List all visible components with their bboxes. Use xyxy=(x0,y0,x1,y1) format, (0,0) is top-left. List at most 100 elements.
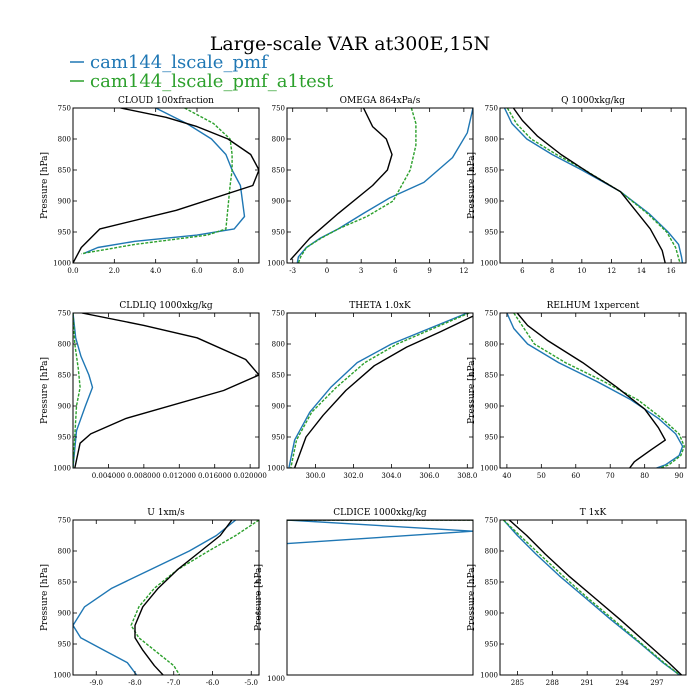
panel-4-xtick-label-2: 0.008000 xyxy=(127,472,160,480)
panel-3-ytick-label-1: 750 xyxy=(485,105,498,113)
panel-9-frame xyxy=(499,519,687,676)
panel-7-series-2 xyxy=(130,520,259,675)
panel-6-ytick-label-3: 850 xyxy=(485,372,498,380)
panel-6-xtick-label-6: 90 xyxy=(675,472,684,480)
panel-5-series-3 xyxy=(293,315,473,468)
panel-7-xtick-label-5: -5.0 xyxy=(245,679,259,687)
panel-7-ytick-label-1: 750 xyxy=(58,517,71,525)
panel-4-ytick-label-1: 750 xyxy=(58,310,71,318)
panel-9-xtick-label-2: 288 xyxy=(546,679,559,687)
panel-2-ytick-label-3: 850 xyxy=(272,167,285,175)
panel-3-xtick-label-1: 6 xyxy=(520,267,525,275)
panel-6-series-group xyxy=(506,313,685,468)
panel-4-series-group xyxy=(73,313,259,468)
panel-7: U 1xm/s Pressure [hPa] 750 800 850 900 950 1000… xyxy=(40,508,260,687)
panel-6-xtick-label-3: 60 xyxy=(571,472,580,480)
panel-4-ytick-label-3: 850 xyxy=(58,372,71,380)
panel-5-xtick-label-1: 300.0 xyxy=(305,472,325,480)
panel-2-series-1 xyxy=(296,108,473,263)
panel-8-ylabel: Pressure [hPa] xyxy=(254,564,264,631)
panel-9-title: T 1xK xyxy=(580,508,607,518)
panel-4-ylabel: Pressure [hPa] xyxy=(40,357,50,424)
panel-3-xtick-label-4: 12 xyxy=(607,267,616,275)
panel-3-ytick-label-5: 950 xyxy=(485,229,498,237)
panel-4-title: CLDLIQ 1000xkg/kg xyxy=(119,301,213,311)
panel-2-xtick-label-5: 9 xyxy=(427,267,431,275)
panel-5-xtick-label-5: 308.0 xyxy=(457,472,477,480)
panel-7-series-group xyxy=(73,520,259,675)
panel-9-series-group xyxy=(502,520,683,675)
panel-3: Q 1000xkg/kg Pressure [hPa] 750 800 850 900 95… xyxy=(467,96,687,275)
panel-5-frame xyxy=(286,312,474,469)
panel-2: OMEGA 864xPa/s 750 800 850 900 950 1000 -3 0 3 6 9 1… xyxy=(267,96,474,275)
legend-label-1: cam144_lscale_pmf xyxy=(90,52,269,73)
panel-1-xtick-label-5: 8.0 xyxy=(233,267,244,275)
panel-3-frame xyxy=(499,107,687,264)
panel-8-frame xyxy=(286,519,474,676)
panel-5-ytick-label-3: 850 xyxy=(272,372,285,380)
panel-5-series-1 xyxy=(288,313,468,468)
panel-6-series-1 xyxy=(506,313,684,468)
panel-2-ytick-label-6: 1000 xyxy=(267,260,285,268)
panel-6-xtick-label-4: 70 xyxy=(606,472,615,480)
panel-6-xtick-label-5: 80 xyxy=(640,472,649,480)
panel-6-series-3 xyxy=(516,313,666,468)
panel-3-ylabel: Pressure [hPa] xyxy=(467,152,477,219)
panel-6-ytick-label-2: 800 xyxy=(485,341,498,349)
panel-6-xtick-label-1: 40 xyxy=(502,472,511,480)
panel-7-ylabel: Pressure [hPa] xyxy=(40,564,50,631)
panel-4-frame xyxy=(72,312,260,469)
panel-1-xtick-label-4: 6.0 xyxy=(191,267,202,275)
panel-9-ytick-label-2: 800 xyxy=(485,548,498,556)
panel-5-xtick-label-2: 302.0 xyxy=(343,472,363,480)
panel-9-series-3 xyxy=(508,520,683,675)
panel-7-ytick-label-2: 800 xyxy=(58,548,71,556)
panel-4-xtick-label-5: 0.020000 xyxy=(233,472,266,480)
panel-3-ytick-label-2: 800 xyxy=(485,136,498,144)
panel-9-series-2 xyxy=(503,520,681,675)
panel-6-xtick-label-2: 50 xyxy=(537,472,546,480)
panel-7-title: U 1xm/s xyxy=(147,508,185,518)
panel-2-xtick-label-4: 6 xyxy=(393,267,398,275)
panel-9-xtick-label-4: 294 xyxy=(615,679,629,687)
panel-8-series-group xyxy=(287,520,473,545)
panel-9-ytick-label-1: 750 xyxy=(485,517,498,525)
panel-6-ytick-label-4: 900 xyxy=(485,403,498,411)
panel-4-series-2 xyxy=(73,313,81,468)
panel-5-xtick-label-4: 306.0 xyxy=(419,472,439,480)
panel-5-title: THETA 1.0xK xyxy=(349,301,411,311)
panel-1-xtick-label-2: 2.0 xyxy=(109,267,120,275)
panel-3-ytick-label-4: 900 xyxy=(485,198,498,206)
panel-1-ytick-label-2: 800 xyxy=(58,136,71,144)
panel-5-ytick-label-5: 950 xyxy=(272,434,285,442)
panel-5-series-group xyxy=(288,313,473,468)
panel-8-series-1 xyxy=(287,520,473,545)
panel-7-xtick-label-1: -9.0 xyxy=(90,679,104,687)
panel-1: CLOUD 100xfraction Pressure [hPa] 750 800 85… xyxy=(40,96,260,275)
panel-6: RELHUM 1xpercent Pressure [hPa] 750 800 850 9… xyxy=(467,301,687,480)
panel-1-ytick-label-1: 750 xyxy=(58,105,71,113)
panel-1-ytick-label-3: 850 xyxy=(58,167,71,175)
legend-label-2: cam144_lscale_pmf_a1test xyxy=(90,71,334,92)
panel-2-series-2 xyxy=(297,108,417,263)
panel-2-frame xyxy=(286,107,474,264)
panel-5-ytick-label-1: 750 xyxy=(272,310,285,318)
panel-1-xtick-label-3: 4.0 xyxy=(150,267,161,275)
panel-4-xtick-label-3: 0.012000 xyxy=(163,472,196,480)
panel-1-series-2 xyxy=(81,108,233,255)
panel-2-xtick-label-2: 0 xyxy=(325,267,329,275)
panel-6-ylabel: Pressure [hPa] xyxy=(467,357,477,424)
panel-6-ytick-label-6: 1000 xyxy=(480,465,498,473)
panel-1-title: CLOUD 100xfraction xyxy=(118,96,214,106)
panel-9-xtick-label-3: 291 xyxy=(581,679,594,687)
panel-2-ytick-label-1: 750 xyxy=(272,105,285,113)
panel-4-ytick-label-5: 950 xyxy=(58,434,71,442)
panel-2-title: OMEGA 864xPa/s xyxy=(340,96,421,106)
panel-1-ylabel: Pressure [hPa] xyxy=(40,152,50,219)
legend: cam144_lscale_pmf cam144_lscale_pmf_a1te… xyxy=(70,52,334,92)
panel-3-title: Q 1000xkg/kg xyxy=(561,96,625,106)
panel-5-ytick-label-4: 900 xyxy=(272,403,285,411)
panel-6-ytick-label-5: 950 xyxy=(485,434,498,442)
